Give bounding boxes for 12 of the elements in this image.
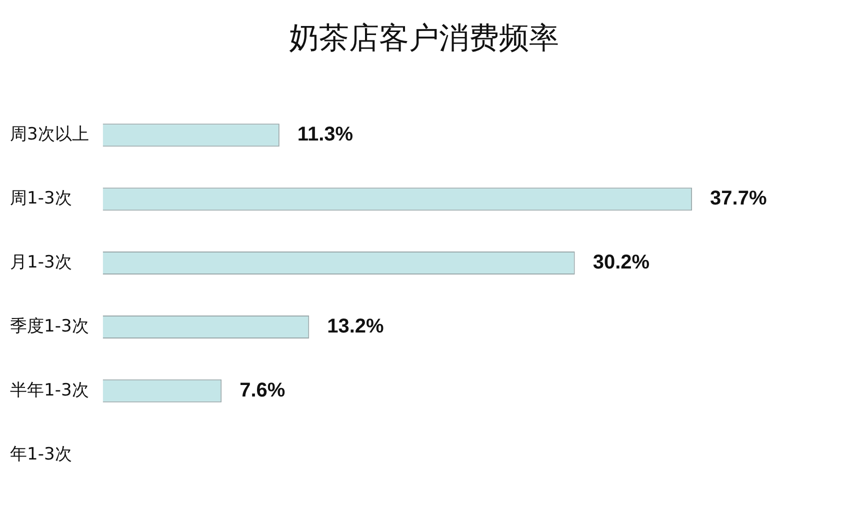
data-label: 11.3%: [297, 124, 354, 146]
data-label: 7.6%: [240, 379, 286, 402]
y-tick-label: 年1-3次: [10, 444, 72, 464]
chart-title: 奶茶店客户消费频率: [288, 20, 560, 58]
data-label: 13.2%: [327, 315, 384, 338]
data-label: 37.7%: [710, 188, 767, 210]
y-tick-label: 周1-3次: [10, 188, 72, 209]
y-tick-label: 半年1-3次: [10, 380, 89, 400]
data-label: 30.2%: [592, 252, 650, 274]
y-tick-label: 周3次以上: [10, 124, 89, 145]
y-tick-label: 月1-3次: [10, 252, 72, 272]
y-tick-label: 季度1-3次: [10, 316, 89, 336]
